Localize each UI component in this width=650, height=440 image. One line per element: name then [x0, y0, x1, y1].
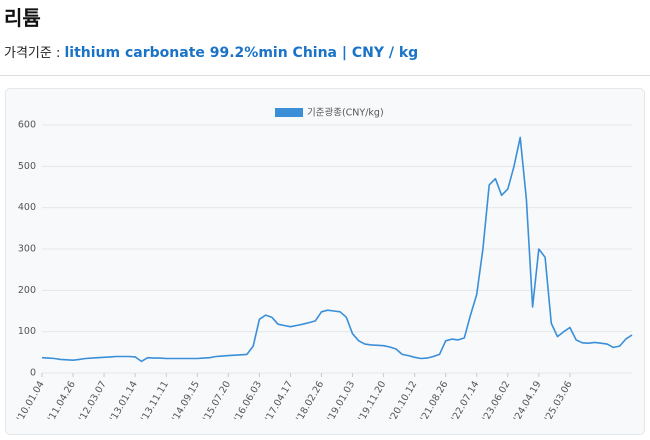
x-tick-label: '16.06.03	[232, 379, 264, 423]
divider	[0, 75, 650, 76]
y-tick-label: 600	[18, 120, 36, 131]
chart-panel	[5, 88, 645, 435]
x-tick-label: '24.04.19	[512, 379, 544, 423]
price-basis-label: 가격기준 :	[4, 46, 61, 61]
x-tick-label: '13.11.11	[139, 379, 171, 423]
legend-swatch	[275, 108, 303, 117]
price-basis-value[interactable]: lithium carbonate 99.2%min China | CNY /…	[64, 45, 419, 61]
y-tick-label: 100	[18, 326, 36, 337]
x-tick-label: '22.07.14	[450, 379, 482, 423]
x-tick-label: '20.10.12	[387, 379, 419, 423]
x-tick-label: '14.09.15	[170, 379, 202, 423]
x-tick-label: '25.03.06	[543, 379, 575, 423]
x-tick-label: '19.11.20	[356, 379, 388, 423]
y-tick-label: 300	[18, 244, 36, 255]
price-line	[41, 136, 633, 363]
x-tick-label: '13.01.14	[108, 379, 140, 423]
x-tick-label: '10.01.04	[15, 379, 47, 423]
page-title: 리튬	[4, 6, 41, 30]
x-tick-label: '15.07.20	[201, 379, 233, 423]
x-tick-label: '18.02.26	[294, 379, 326, 423]
legend-label: 기준광종(CNY/kg)	[307, 107, 384, 119]
subtitle: 가격기준 : lithium carbonate 99.2%min China …	[4, 42, 418, 61]
x-tick-label: '23.06.02	[481, 379, 513, 423]
y-tick-label: 200	[18, 285, 36, 296]
y-tick-label: 500	[18, 161, 36, 172]
x-tick-label: '19.01.03	[325, 379, 357, 423]
x-tick-label: '21.08.26	[418, 379, 450, 423]
x-tick-label: '12.03.07	[77, 379, 109, 423]
y-tick-label: 400	[18, 202, 36, 213]
x-tick-label: '17.04.17	[263, 379, 295, 423]
y-tick-label: 0	[30, 368, 36, 379]
x-tick-label: '11.04.26	[46, 379, 78, 423]
